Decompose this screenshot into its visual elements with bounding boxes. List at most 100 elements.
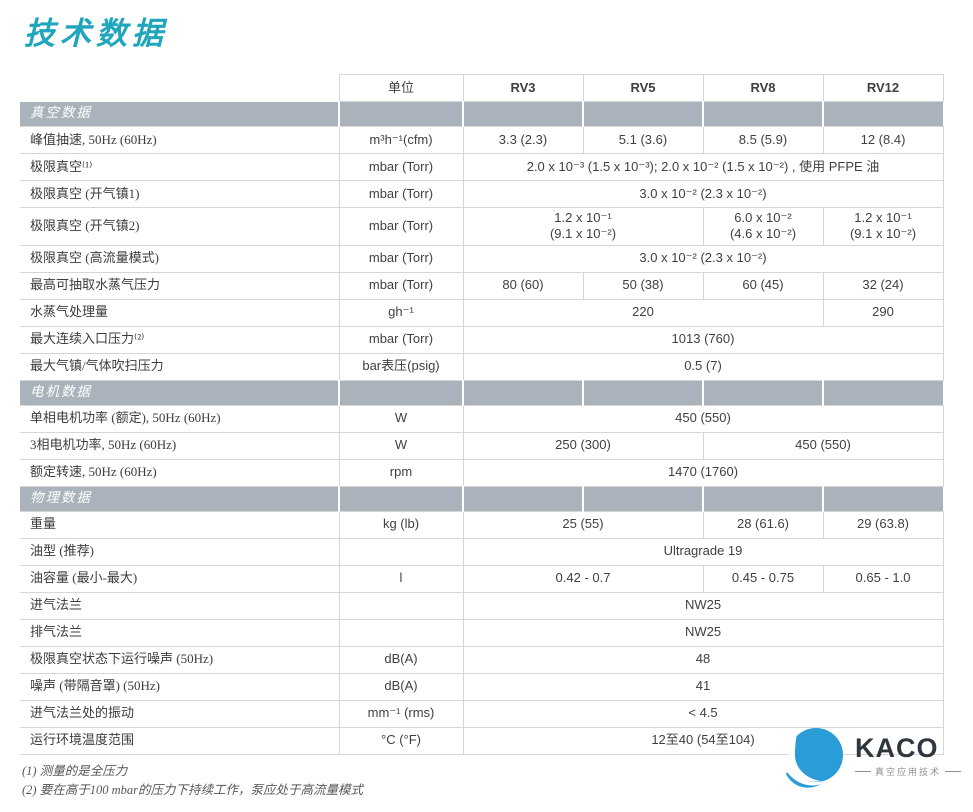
- table-row: 水蒸气处理量 gh⁻¹ 220 290: [20, 298, 944, 327]
- header-row: 单位 RV3 RV5 RV8 RV12: [20, 74, 944, 102]
- table-row: 进气法兰处的振动 mm⁻¹ (rms) < 4.5: [20, 699, 944, 728]
- table-row: 峰值抽速, 50Hz (60Hz) m³h⁻¹(cfm) 3.3 (2.3) 5.1 …: [20, 126, 944, 154]
- row-unit: mbar (Torr): [338, 271, 464, 300]
- section-band-cell: [822, 101, 943, 127]
- column-header-rv5: RV5: [582, 74, 704, 102]
- value-cell: 290: [822, 298, 944, 327]
- value-cell: < 4.5: [462, 699, 944, 728]
- value-cell: 450 (550): [462, 404, 944, 433]
- section-band-cell: [462, 101, 583, 127]
- section-title: 电机数据: [20, 380, 339, 405]
- section-title: 真空数据: [20, 101, 339, 127]
- section-header-row: 电机数据: [20, 380, 943, 405]
- section-title: 物理数据: [20, 486, 339, 511]
- row-label: 运行环境温度范围: [20, 726, 340, 755]
- value-cell: 0.5 (7): [462, 352, 944, 381]
- section-band-cell: [582, 101, 703, 127]
- row-unit: W: [338, 404, 464, 433]
- logo-wordmark: KACO: [855, 733, 939, 763]
- logo-tagline-row: 真空应用技术: [855, 765, 962, 778]
- column-header-unit: 单位: [338, 74, 464, 102]
- row-label: 峰值抽速, 50Hz (60Hz): [20, 126, 340, 154]
- row-unit: mbar (Torr): [338, 180, 464, 208]
- table-row: 重量 kg (lb) 25 (55) 28 (61.6) 29 (63.8): [20, 510, 944, 539]
- section-band-cell: [338, 101, 463, 127]
- section-band-cell: [338, 380, 463, 405]
- row-label: 最大气镇/气体吹扫压力: [20, 352, 340, 381]
- row-unit: m³h⁻¹(cfm): [338, 126, 464, 154]
- section-band-cell: [822, 380, 943, 405]
- row-unit: l: [338, 564, 464, 593]
- column-header-rv8: RV8: [702, 74, 824, 102]
- value-cell: 0.65 - 1.0: [822, 564, 944, 593]
- value-cell: 1.2 x 10⁻¹ (9.1 x 10⁻²): [822, 207, 944, 246]
- row-unit: mbar (Torr): [338, 153, 464, 181]
- row-label: 重量: [20, 510, 340, 539]
- row-label: 油型 (推荐): [20, 537, 340, 566]
- row-label: 极限真空⁽¹⁾: [20, 153, 340, 181]
- row-unit: [338, 618, 464, 647]
- row-label: 进气法兰处的振动: [20, 699, 340, 728]
- row-label: 单相电机功率 (额定), 50Hz (60Hz): [20, 404, 340, 433]
- header-corner-blank: [20, 75, 339, 102]
- value-cell: 41: [462, 672, 944, 701]
- row-unit: gh⁻¹: [338, 298, 464, 327]
- value-cell: 3.3 (2.3): [462, 126, 584, 154]
- section-band-cell: [462, 380, 583, 405]
- section-band-cell: [582, 486, 703, 511]
- value-cell: 5.1 (3.6): [582, 126, 704, 154]
- logo-wave-icon: [786, 728, 843, 788]
- value-cell: 1.2 x 10⁻¹ (9.1 x 10⁻²): [462, 207, 704, 246]
- value-cell: NW25: [462, 591, 944, 620]
- row-unit: kg (lb): [338, 510, 464, 539]
- logo-text: KACO 真空应用技术: [855, 733, 962, 778]
- value-cell: NW25: [462, 618, 944, 647]
- table-row: 油型 (推荐) Ultragrade 19: [20, 537, 944, 566]
- value-cell: 25 (55): [462, 510, 704, 539]
- row-unit: bar表压(psig): [338, 352, 464, 381]
- section-band-cell: [822, 486, 943, 511]
- row-unit: dB(A): [338, 672, 464, 701]
- value-cell: 28 (61.6): [702, 510, 824, 539]
- footnote-2: (2) 要在高于100 mbar的压力下持续工作，泵应处于高流量模式: [22, 783, 363, 797]
- row-label: 水蒸气处理量: [20, 298, 340, 327]
- value-cell: 8.5 (5.9): [702, 126, 824, 154]
- row-label: 油容量 (最小-最大): [20, 564, 340, 593]
- row-label: 极限真空状态下运行噪声 (50Hz): [20, 645, 340, 674]
- row-unit: W: [338, 431, 464, 460]
- section-band-cell: [702, 101, 823, 127]
- row-unit: mbar (Torr): [338, 207, 464, 246]
- row-label: 极限真空 (开气镇2): [20, 207, 340, 246]
- section-band-cell: [338, 486, 463, 511]
- section-band-cell: [702, 380, 823, 405]
- spec-table: 单位 RV3 RV5 RV8 RV12 真空数据 峰值抽速, 50Hz (60Hz) m³h⁻…: [20, 74, 944, 755]
- section-band-cell: [462, 486, 583, 511]
- table-row: 最大连续入口压力⁽²⁾ mbar (Torr) 1013 (760): [20, 325, 944, 354]
- table-row: 最高可抽取水蒸气压力 mbar (Torr) 80 (60) 50 (38) 60 (4…: [20, 271, 944, 300]
- value-cell: 450 (550): [702, 431, 944, 460]
- value-cell: 250 (300): [462, 431, 704, 460]
- table-row: 极限真空 (高流量模式) mbar (Torr) 3.0 x 10⁻² (2.3 x…: [20, 244, 944, 273]
- logo-tagline: 真空应用技术: [875, 767, 942, 777]
- page-title: 技术数据: [24, 16, 168, 51]
- row-unit: mm⁻¹ (rms): [338, 699, 464, 728]
- table-row: 额定转速, 50Hz (60Hz) rpm 1470 (1760): [20, 458, 944, 487]
- table-row: 进气法兰 NW25: [20, 591, 944, 620]
- section-band-cell: [582, 380, 703, 405]
- value-cell: 3.0 x 10⁻² (2.3 x 10⁻²): [462, 244, 944, 273]
- value-cell: 48: [462, 645, 944, 674]
- value-cell: 6.0 x 10⁻² (4.6 x 10⁻²): [702, 207, 824, 246]
- row-unit: [338, 537, 464, 566]
- tagline-dash-left: [855, 771, 871, 772]
- table-row: 最大气镇/气体吹扫压力 bar表压(psig) 0.5 (7): [20, 352, 944, 381]
- footnotes: (1) 测量的是全压力 (2) 要在高于100 mbar的压力下持续工作，泵应处…: [22, 762, 363, 800]
- value-cell: 32 (24): [822, 271, 944, 300]
- column-header-rv12: RV12: [822, 74, 944, 102]
- tagline-dash-right: [945, 771, 962, 772]
- value-cell: 3.0 x 10⁻² (2.3 x 10⁻²): [462, 180, 944, 208]
- value-cell: 29 (63.8): [822, 510, 944, 539]
- table-row: 排气法兰 NW25: [20, 618, 944, 647]
- row-label: 最大连续入口压力⁽²⁾: [20, 325, 340, 354]
- row-label: 3相电机功率, 50Hz (60Hz): [20, 431, 340, 460]
